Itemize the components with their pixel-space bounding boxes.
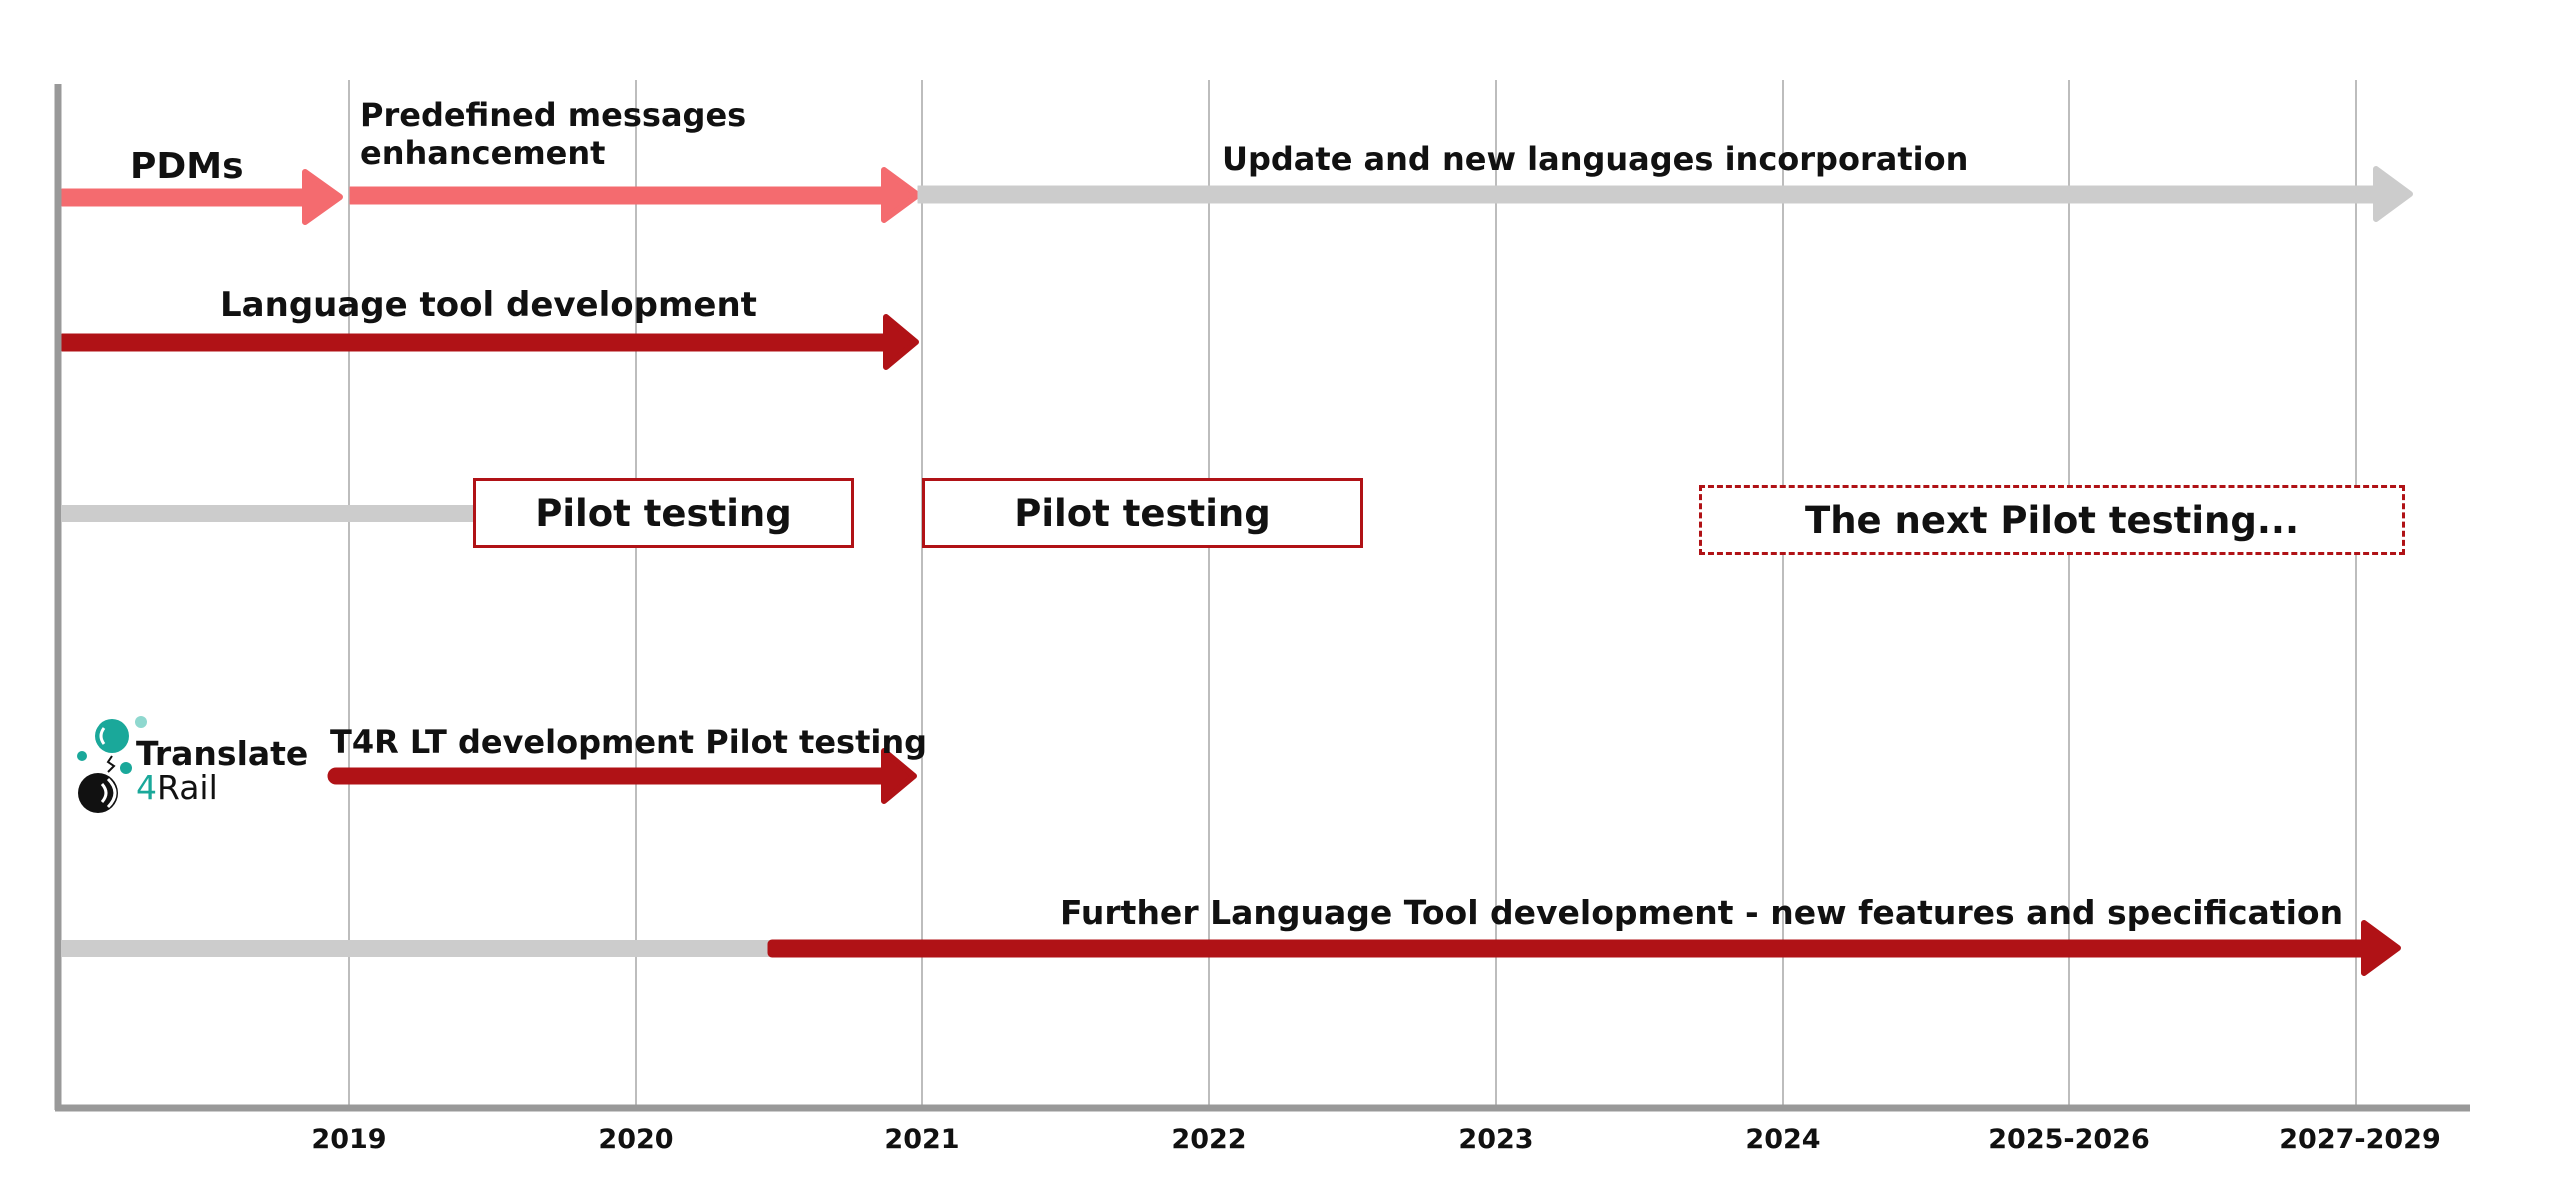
predefined-label-line1: Predefined messages <box>360 96 747 134</box>
further-arrow <box>767 920 2401 976</box>
language-tool-arrow <box>61 314 919 370</box>
tick-2023: 2023 <box>1458 1124 1534 1155</box>
pilot-testing-box-1: Pilot testing <box>473 478 854 548</box>
pdms-label: PDMs <box>130 146 244 187</box>
logo-translate-text: Translate <box>136 734 309 773</box>
tick-2025-2026: 2025-2026 <box>1988 1124 2150 1155</box>
predefined-label-line2: enhancement <box>360 134 606 172</box>
gridlines <box>348 80 2357 1108</box>
tick-2021: 2021 <box>884 1124 960 1155</box>
further-label: Further Language Tool development - new … <box>1060 893 2344 932</box>
tick-2024: 2024 <box>1745 1124 1821 1155</box>
pilot-testing-box-2: Pilot testing <box>922 478 1363 548</box>
logo-4-text: 4 <box>136 768 157 807</box>
t4r-arrow <box>327 748 917 804</box>
tick-2027-2029: 2027-2029 <box>2279 1124 2441 1155</box>
update-label: Update and new languages incorporation <box>1222 140 1969 178</box>
tick-2020: 2020 <box>598 1124 674 1155</box>
tick-2019: 2019 <box>311 1124 387 1155</box>
t4r-label: T4R LT development Pilot testing <box>330 723 928 761</box>
logo-rail-text: Rail <box>157 768 218 807</box>
update-arrow <box>917 166 2413 222</box>
tick-2022: 2022 <box>1171 1124 1247 1155</box>
predefined-arrow <box>349 167 921 223</box>
logo-4rail-text: 4Rail <box>136 768 218 807</box>
next-pilot-testing-box: The next Pilot testing... <box>1699 485 2405 555</box>
pdms-arrow <box>61 169 343 225</box>
further-lead-bar <box>62 940 772 957</box>
language-tool-label: Language tool development <box>220 285 757 325</box>
pilot-lead-bar <box>62 505 474 522</box>
translate4rail-logo-icon <box>77 716 147 813</box>
